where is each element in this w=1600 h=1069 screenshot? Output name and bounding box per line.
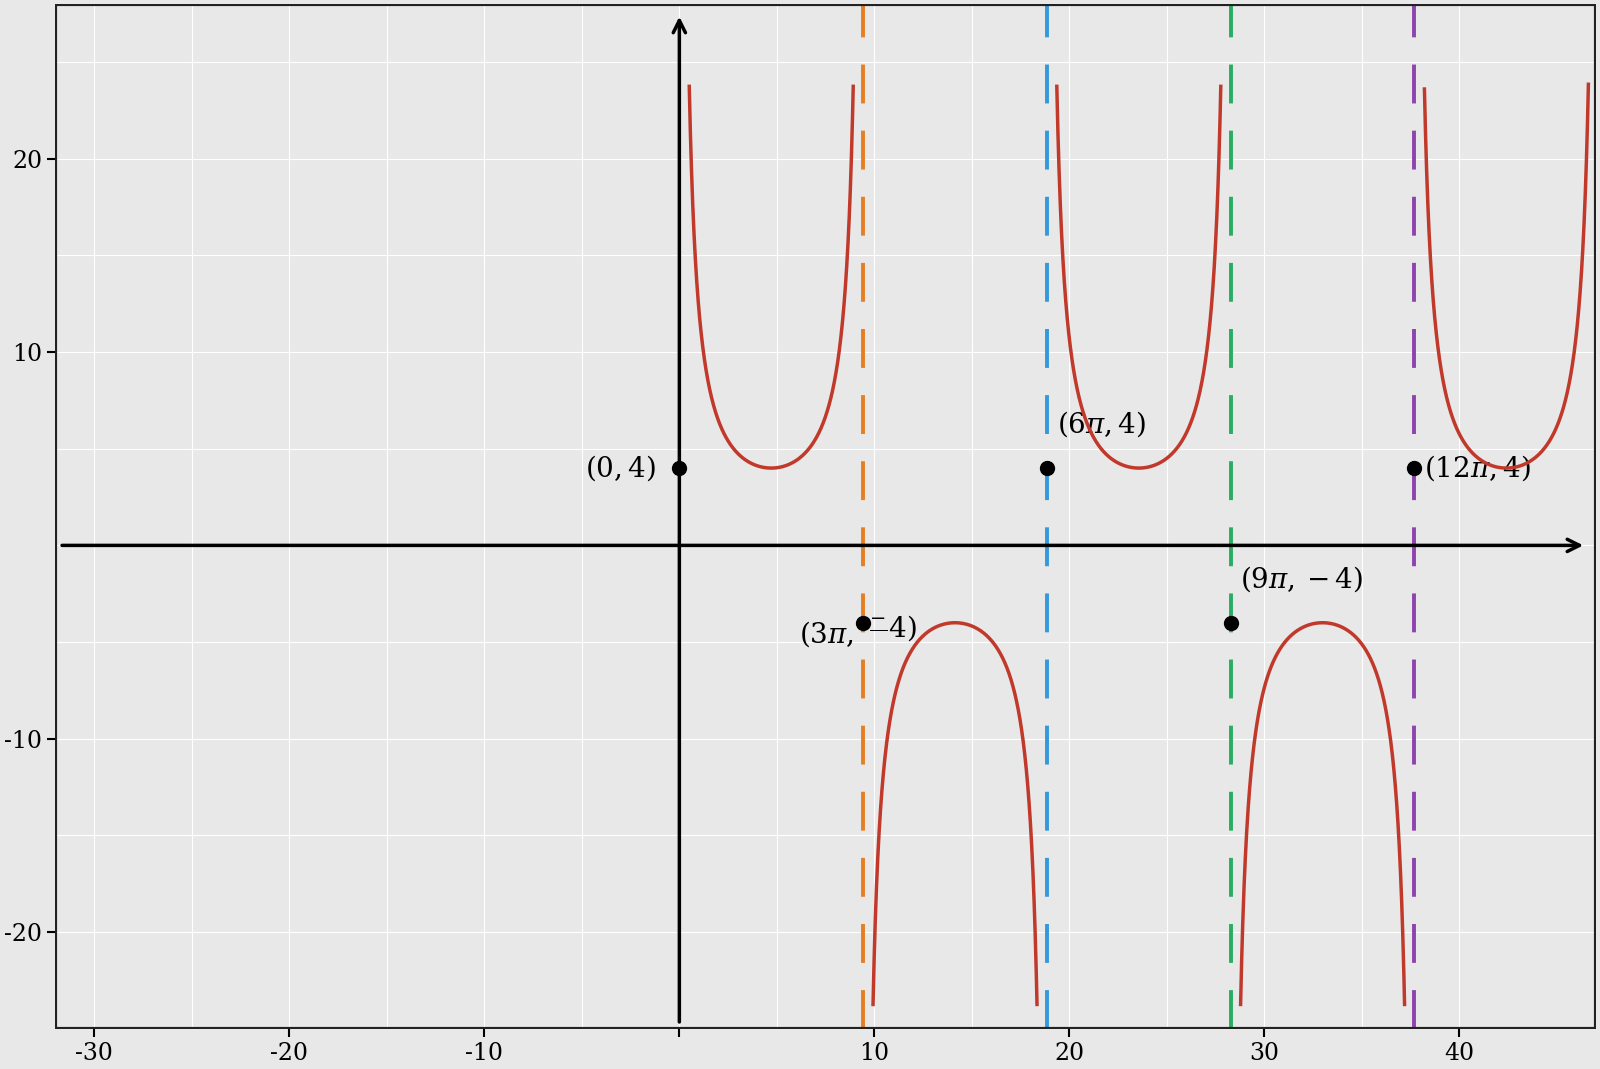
Point <box>1218 615 1243 632</box>
Text: $(12\pi, 4)$: $(12\pi, 4)$ <box>1424 453 1531 483</box>
Text: $(3\pi,$: $(3\pi,$ <box>798 619 853 649</box>
Point <box>1402 460 1427 477</box>
Point <box>1034 460 1059 477</box>
Point <box>667 460 693 477</box>
Text: $(0, 4)$: $(0, 4)$ <box>586 453 656 483</box>
Point <box>850 615 875 632</box>
Text: $\frac{-}{\ }4)$: $\frac{-}{\ }4)$ <box>869 613 917 642</box>
Text: $(6\pi, 4)$: $(6\pi, 4)$ <box>1056 409 1146 439</box>
Text: $(9\pi, -4)$: $(9\pi, -4)$ <box>1240 564 1363 593</box>
